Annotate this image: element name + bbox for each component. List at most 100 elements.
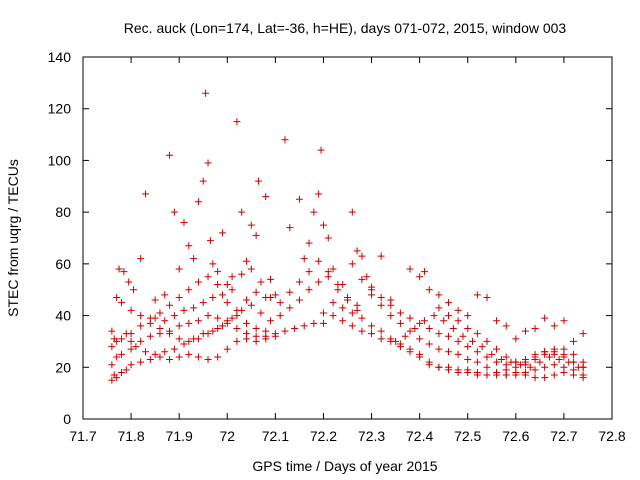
data-point <box>560 345 568 353</box>
data-point <box>353 306 361 314</box>
data-point <box>473 371 481 379</box>
data-point <box>185 286 193 294</box>
data-point <box>209 327 217 335</box>
data-point <box>223 281 231 289</box>
data-point <box>223 345 231 353</box>
y-tick-label: 80 <box>55 204 71 220</box>
data-point <box>329 265 337 273</box>
data-point <box>541 374 549 382</box>
data-point <box>295 296 303 304</box>
data-point <box>444 312 452 320</box>
y-tick-label: 60 <box>55 256 71 272</box>
data-point <box>286 304 294 312</box>
data-point <box>521 327 529 335</box>
data-point <box>185 319 193 327</box>
data-point <box>541 350 549 358</box>
data-point <box>305 268 313 276</box>
data-point <box>295 278 303 286</box>
data-point <box>247 301 255 309</box>
data-point <box>204 356 212 364</box>
data-point <box>560 353 568 361</box>
data-point <box>454 306 462 314</box>
data-point <box>122 330 130 338</box>
data-point <box>319 309 327 317</box>
data-point <box>127 306 135 314</box>
data-point <box>570 350 578 358</box>
data-point <box>199 330 207 338</box>
data-point <box>406 327 414 335</box>
data-point <box>305 239 313 247</box>
data-point <box>348 260 356 268</box>
data-point <box>204 273 212 281</box>
data-point <box>127 337 135 345</box>
data-point <box>324 234 332 242</box>
data-point <box>483 337 491 345</box>
data-point <box>574 363 582 371</box>
data-point <box>473 291 481 299</box>
data-point <box>161 291 169 299</box>
data-point <box>368 322 376 330</box>
data-point <box>267 275 275 283</box>
data-point <box>120 268 128 276</box>
data-point <box>175 353 183 361</box>
data-point <box>483 371 491 379</box>
data-point <box>166 330 174 338</box>
x-tick-label: 72.2 <box>310 428 337 444</box>
data-point <box>319 319 327 327</box>
data-point <box>401 332 409 340</box>
data-point <box>146 319 154 327</box>
data-point <box>358 314 366 322</box>
data-point <box>271 330 279 338</box>
data-point <box>113 353 121 361</box>
data-point <box>113 293 121 301</box>
data-point <box>300 255 308 263</box>
data-point <box>166 151 174 159</box>
data-point <box>483 293 491 301</box>
data-point <box>108 361 116 369</box>
data-point <box>464 312 472 320</box>
data-point <box>579 330 587 338</box>
data-point <box>344 296 351 304</box>
data-point <box>483 353 491 361</box>
data-point <box>122 366 130 374</box>
data-point <box>281 327 289 335</box>
data-point <box>444 366 452 374</box>
data-point <box>317 146 325 154</box>
data-point <box>110 335 118 343</box>
x-tick-label: 72.8 <box>598 428 625 444</box>
data-point <box>396 343 404 351</box>
x-tick-label: 72.4 <box>406 428 433 444</box>
data-point <box>175 322 183 330</box>
x-tick-label: 71.7 <box>69 428 96 444</box>
data-point <box>416 353 424 361</box>
data-point <box>488 350 496 358</box>
data-point <box>132 343 140 351</box>
data-point <box>425 325 433 332</box>
data-point <box>146 356 154 364</box>
data-point <box>238 306 246 314</box>
data-point <box>425 340 433 348</box>
data-point <box>459 332 467 340</box>
data-point <box>117 368 125 376</box>
data-point <box>238 270 246 278</box>
data-point <box>194 317 202 325</box>
data-point <box>319 221 327 229</box>
axis-tick-labels: 71.7 71.8 71.9 72 72.1 72.2 72.3 72.4 72.5 72.6 72… <box>48 49 626 444</box>
data-point <box>267 293 275 301</box>
data-point <box>315 190 323 198</box>
data-point <box>392 337 400 345</box>
data-point <box>300 322 308 330</box>
data-point <box>531 356 539 364</box>
data-point <box>223 299 231 307</box>
data-point <box>247 265 255 273</box>
data-point <box>464 343 472 351</box>
data-point <box>209 293 217 301</box>
x-tick-label: 72.1 <box>262 428 289 444</box>
x-tick-label: 72.5 <box>454 428 481 444</box>
data-points <box>108 89 587 384</box>
data-point <box>190 255 198 263</box>
y-tick-label: 100 <box>48 152 72 168</box>
data-point <box>329 299 337 307</box>
data-point <box>252 332 260 340</box>
data-point <box>570 337 578 345</box>
